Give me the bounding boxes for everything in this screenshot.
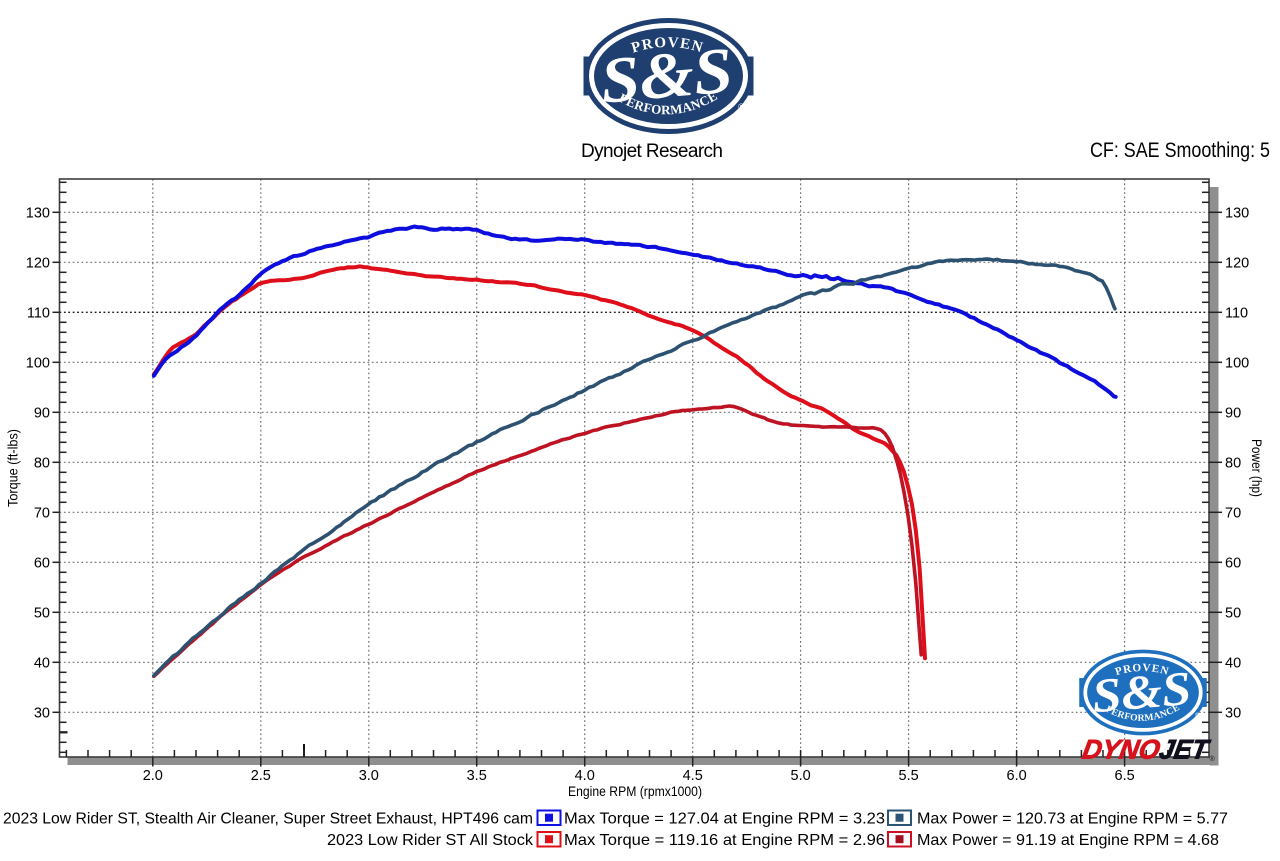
svg-text:®: ® — [738, 102, 745, 112]
svg-text:60: 60 — [1225, 555, 1241, 571]
svg-text:70: 70 — [34, 505, 50, 521]
svg-text:100: 100 — [26, 355, 50, 371]
svg-text:6.5: 6.5 — [1115, 768, 1135, 784]
svg-text:S&S: S&S — [598, 34, 736, 117]
svg-text:Max Torque = 119.16 at Engine: Max Torque = 119.16 at Engine RPM = 2.96 — [564, 832, 885, 849]
svg-text:90: 90 — [34, 405, 50, 421]
svg-text:120: 120 — [26, 255, 50, 271]
svg-text:®: ® — [1210, 755, 1216, 763]
svg-text:Dynojet Research: Dynojet Research — [581, 141, 723, 162]
svg-text:PROVEN: PROVEN — [1114, 662, 1171, 678]
svg-text:40: 40 — [1225, 655, 1241, 671]
svg-text:DYNO: DYNO — [1080, 734, 1162, 765]
svg-text:30: 30 — [34, 705, 50, 721]
svg-text:50: 50 — [1225, 605, 1241, 621]
svg-text:®: ® — [1195, 712, 1200, 720]
svg-text:4.0: 4.0 — [575, 768, 595, 784]
svg-text:3.0: 3.0 — [359, 768, 379, 784]
svg-text:Engine RPM (rpmx1000): Engine RPM (rpmx1000) — [568, 784, 702, 799]
svg-text:100: 100 — [1225, 355, 1249, 371]
svg-text:Power (hp): Power (hp) — [1249, 439, 1265, 497]
svg-text:60: 60 — [34, 555, 50, 571]
svg-text:Max Power = 91.19 at Engine RP: Max Power = 91.19 at Engine RPM = 4.68 — [917, 832, 1219, 849]
svg-text:70: 70 — [1225, 505, 1241, 521]
svg-text:2023 Low Rider ST, Stealth Air: 2023 Low Rider ST, Stealth Air Cleaner, … — [3, 811, 533, 828]
svg-text:30: 30 — [1225, 705, 1241, 721]
svg-text:5.5: 5.5 — [899, 768, 919, 784]
svg-text:4.5: 4.5 — [683, 768, 703, 784]
svg-text:50: 50 — [34, 605, 50, 621]
svg-text:90: 90 — [1225, 405, 1241, 421]
svg-text:Max Torque = 127.04 at Engine: Max Torque = 127.04 at Engine RPM = 3.23 — [564, 811, 885, 828]
svg-text:S&S: S&S — [1090, 662, 1193, 723]
svg-text:110: 110 — [1225, 305, 1248, 321]
svg-text:6.0: 6.0 — [1007, 768, 1027, 784]
svg-text:110: 110 — [27, 305, 50, 321]
svg-text:PROVEN: PROVEN — [630, 35, 706, 57]
svg-text:80: 80 — [1225, 455, 1241, 471]
svg-text:130: 130 — [1225, 205, 1249, 221]
svg-text:5.0: 5.0 — [791, 768, 811, 784]
svg-text:3.5: 3.5 — [467, 768, 487, 784]
svg-text:Max Power = 120.73 at Engine R: Max Power = 120.73 at Engine RPM = 5.77 — [917, 811, 1228, 828]
svg-text:JET: JET — [1157, 734, 1213, 765]
svg-text:2.0: 2.0 — [143, 768, 163, 784]
svg-text:120: 120 — [1225, 255, 1249, 271]
svg-text:2.5: 2.5 — [251, 768, 271, 784]
svg-text:130: 130 — [26, 205, 50, 221]
svg-text:Torque (ft-lbs): Torque (ft-lbs) — [5, 429, 21, 507]
svg-text:CF: SAE Smoothing: 5: CF: SAE Smoothing: 5 — [1090, 139, 1270, 162]
svg-text:2023 Low Rider ST All Stock: 2023 Low Rider ST All Stock — [327, 832, 534, 849]
svg-text:40: 40 — [34, 655, 50, 671]
svg-text:80: 80 — [34, 455, 50, 471]
